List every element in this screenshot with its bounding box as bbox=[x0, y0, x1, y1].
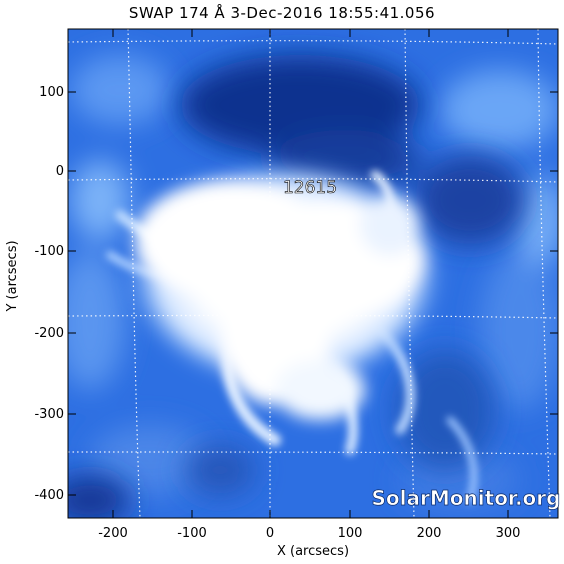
active-region-label: 12615 bbox=[283, 178, 337, 198]
x-axis bbox=[112, 29, 509, 518]
y-tick-label: -400 bbox=[34, 488, 64, 503]
image-title: SWAP 174 Å 3-Dec-2016 18:55:41.056 bbox=[128, 4, 436, 22]
y-axis-label: Y (arcsecs) bbox=[5, 240, 20, 312]
x-axis-label: X (arcsecs) bbox=[277, 544, 349, 559]
x-tick-label: 0 bbox=[266, 526, 274, 541]
coordinate-grid bbox=[68, 29, 558, 518]
y-axis bbox=[68, 91, 558, 496]
x-tick-label: 300 bbox=[496, 526, 521, 541]
y-tick-label: -100 bbox=[34, 244, 64, 259]
y-tick-label: -300 bbox=[34, 407, 64, 422]
y-tick-label: -200 bbox=[34, 326, 64, 341]
plot-frame bbox=[67, 28, 559, 519]
x-tick-label: -100 bbox=[177, 526, 207, 541]
solarmonitor-watermark: SolarMonitor.org bbox=[372, 486, 561, 510]
solar-euv-image bbox=[68, 29, 558, 518]
x-tick-label: 200 bbox=[417, 526, 442, 541]
y-tick-label: 100 bbox=[39, 85, 64, 100]
x-tick-label: -200 bbox=[98, 526, 128, 541]
x-tick-label: 100 bbox=[338, 526, 363, 541]
y-tick-label: 0 bbox=[56, 164, 64, 179]
